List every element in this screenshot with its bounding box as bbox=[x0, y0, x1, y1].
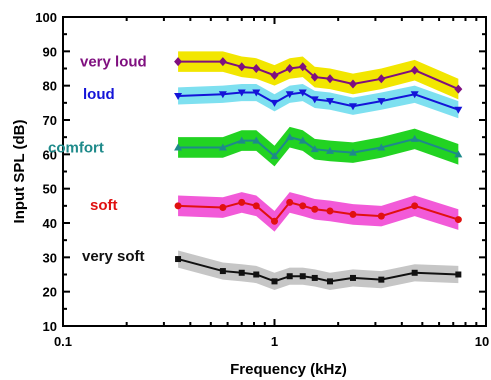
data-point-marker bbox=[252, 89, 261, 97]
data-point-marker bbox=[326, 207, 334, 215]
data-point-marker bbox=[454, 84, 463, 94]
series-band bbox=[178, 192, 459, 232]
data-point-marker bbox=[219, 204, 227, 212]
data-point-marker bbox=[311, 274, 318, 281]
series-band bbox=[178, 83, 459, 119]
data-point-marker bbox=[454, 216, 462, 224]
data-point-marker bbox=[326, 98, 335, 106]
data-point-marker bbox=[348, 79, 357, 89]
y-axis-title: Input SPL (dB) bbox=[11, 120, 28, 224]
data-point-marker bbox=[298, 89, 307, 97]
data-point-marker bbox=[310, 145, 319, 153]
data-point-marker bbox=[410, 134, 419, 142]
data-point-marker bbox=[286, 198, 294, 206]
data-point-marker bbox=[238, 269, 245, 276]
y-tick-label: 30 bbox=[43, 250, 57, 265]
data-point-marker bbox=[410, 91, 419, 99]
series-label: loud bbox=[83, 86, 115, 103]
data-point-marker bbox=[271, 278, 278, 285]
y-tick-label: 40 bbox=[43, 216, 57, 231]
series-label: soft bbox=[90, 197, 118, 214]
data-point-marker bbox=[218, 57, 227, 67]
data-point-marker bbox=[285, 133, 294, 141]
data-point-marker bbox=[174, 57, 183, 67]
data-point-marker bbox=[311, 205, 319, 213]
data-point-marker bbox=[175, 256, 182, 263]
data-point-marker bbox=[349, 274, 356, 281]
data-point-marker bbox=[378, 276, 385, 283]
data-point-marker bbox=[252, 202, 260, 210]
data-point-marker bbox=[377, 212, 385, 220]
data-point-marker bbox=[454, 106, 463, 114]
data-point-marker bbox=[310, 72, 319, 82]
data-point-marker bbox=[348, 148, 357, 156]
data-point-marker bbox=[299, 202, 307, 210]
y-tick-label: 80 bbox=[43, 79, 57, 94]
axis-ticks bbox=[62, 16, 486, 327]
data-point-marker bbox=[237, 136, 246, 144]
y-tick-label: 50 bbox=[43, 182, 57, 197]
data-point-marker bbox=[377, 143, 386, 151]
data-point-marker bbox=[270, 99, 279, 107]
data-point-marker bbox=[310, 96, 319, 104]
data-point-marker bbox=[219, 268, 226, 275]
data-point-marker bbox=[285, 91, 294, 99]
data-point-marker bbox=[298, 62, 307, 72]
series-label: very loud bbox=[80, 54, 147, 71]
data-point-marker bbox=[410, 65, 419, 75]
data-point-marker bbox=[411, 202, 419, 210]
y-tick-label: 20 bbox=[43, 285, 57, 300]
series-labels: very loud loud comfort soft very soft bbox=[48, 54, 147, 265]
series-band bbox=[178, 51, 459, 100]
data-point-marker bbox=[455, 271, 462, 278]
y-tick-label: 90 bbox=[43, 44, 57, 59]
data-point-marker bbox=[174, 202, 182, 210]
x-axis-title: Frequency (kHz) bbox=[230, 361, 347, 378]
data-point-marker bbox=[454, 150, 463, 158]
data-point-marker bbox=[411, 269, 418, 276]
y-tick-label: 70 bbox=[43, 113, 57, 128]
x-tick-label: 1 bbox=[271, 334, 278, 349]
data-point-marker bbox=[253, 271, 260, 278]
data-point-marker bbox=[349, 210, 357, 218]
data-point-marker bbox=[218, 143, 227, 151]
y-tick-label: 100 bbox=[35, 10, 57, 25]
data-point-marker bbox=[270, 152, 279, 160]
axis-tick-labels: 10 20 30 40 50 60 70 80 90 100 0.1 1 10 bbox=[35, 10, 489, 349]
series-band bbox=[178, 250, 459, 290]
series-label: comfort bbox=[48, 139, 104, 156]
data-point-marker bbox=[377, 74, 386, 84]
data-point-marker bbox=[252, 136, 261, 144]
x-tick-label: 0.1 bbox=[54, 334, 72, 349]
data-point-marker bbox=[270, 70, 279, 80]
data-point-marker bbox=[348, 103, 357, 111]
series-band bbox=[178, 126, 459, 167]
data-point-marker bbox=[237, 89, 246, 97]
series-bands bbox=[178, 51, 459, 290]
data-point-marker bbox=[271, 217, 278, 225]
y-tick-label: 10 bbox=[43, 319, 57, 334]
data-point-marker bbox=[299, 273, 306, 280]
data-point-marker bbox=[218, 91, 227, 99]
data-point-marker bbox=[286, 273, 293, 280]
data-point-marker bbox=[285, 64, 294, 73]
series-markers bbox=[174, 57, 463, 285]
data-point-marker bbox=[326, 74, 335, 84]
data-point-marker bbox=[377, 98, 386, 106]
series-label: very soft bbox=[82, 248, 145, 265]
data-point-marker bbox=[237, 62, 246, 72]
data-point-marker bbox=[174, 92, 183, 100]
data-point-marker bbox=[326, 146, 335, 154]
y-tick-label: 60 bbox=[43, 147, 57, 162]
data-point-marker bbox=[327, 278, 334, 285]
data-point-marker bbox=[238, 198, 246, 206]
data-point-marker bbox=[298, 136, 307, 144]
data-point-marker bbox=[252, 64, 261, 73]
x-tick-label: 10 bbox=[475, 334, 489, 349]
data-point-marker bbox=[174, 143, 183, 151]
